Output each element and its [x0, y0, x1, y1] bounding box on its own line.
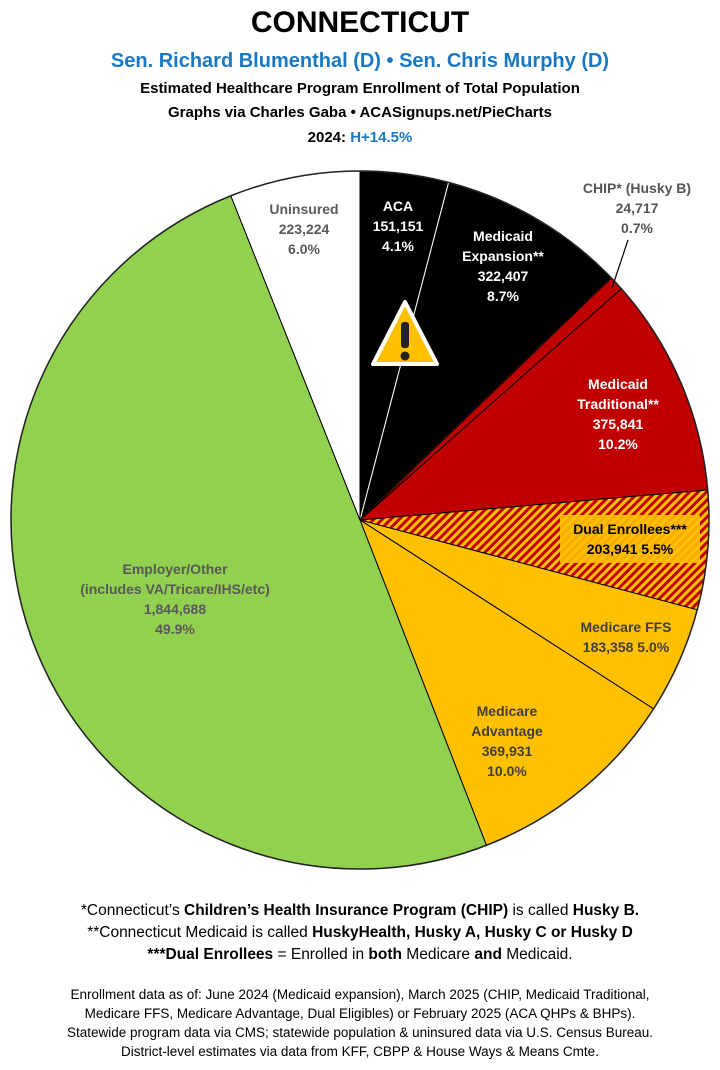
- label-medicare-advantage: Medicare Advantage 369,931 10.0%: [471, 703, 543, 779]
- chip-leader-line: [611, 239, 629, 289]
- source-line: Enrollment data as of: June 2024 (Medica…: [70, 987, 650, 1002]
- label-medicaid-expansion: Medicaid Expansion** 322,407 8.7%: [462, 228, 544, 304]
- warning-icon: [371, 300, 439, 366]
- footnotes: *Connecticut’s Children’s Health Insuran…: [0, 900, 720, 966]
- credit: Graphs via Charles Gaba • ACASignups.net…: [168, 104, 552, 121]
- label-chip: CHIP* (Husky B) 24,717 0.7%: [582, 180, 692, 236]
- footnote-chip: *Connecticut’s Children’s Health Insuran…: [80, 902, 640, 919]
- source-line: District-level estimates via data from K…: [121, 1044, 599, 1059]
- lean-label: 2024:: [307, 129, 347, 146]
- lean-value: H+14.5%: [350, 129, 413, 146]
- sources: Enrollment data as of: June 2024 (Medica…: [0, 985, 720, 1061]
- label-uninsured: Uninsured 223,224 6.0%: [269, 201, 339, 257]
- page-title: CONNECTICUT: [250, 6, 470, 39]
- senators: Sen. Richard Blumenthal (D) • Sen. Chris…: [110, 50, 610, 72]
- label-aca: ACA 151,151 4.1%: [372, 198, 424, 254]
- footnote-medicaid: **Connecticut Medicaid is called HuskyHe…: [87, 924, 633, 941]
- partisan-lean: 2024: H+14.5%: [0, 129, 720, 146]
- label-medicare-ffs: Medicare FFS 183,358 5.0%: [580, 619, 672, 655]
- footnote-dual: ***Dual Enrollees = Enrolled in both Med…: [147, 946, 573, 963]
- label-employer: Employer/Other (includes VA/Tricare/IHS/e…: [80, 561, 270, 637]
- label-medicaid-traditional: Medicaid Traditional** 375,841 10.2%: [577, 376, 659, 452]
- source-line: Medicare FFS, Medicare Advantage, Dual E…: [84, 1006, 636, 1021]
- dual-label-bg: [560, 515, 700, 563]
- source-line: Statewide program data via CMS; statewid…: [66, 1025, 654, 1040]
- label-dual-enrollees: Dual Enrollees*** 203,941 5.5%: [573, 521, 687, 557]
- pie-outline: [10, 170, 710, 870]
- subtitle: Estimated Healthcare Program Enrollment …: [140, 80, 580, 97]
- pie-chart: [10, 170, 710, 870]
